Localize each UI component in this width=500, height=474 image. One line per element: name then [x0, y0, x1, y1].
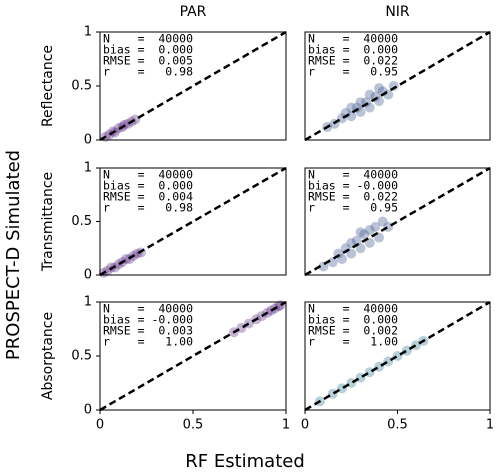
y-tick-label: 0.5 — [71, 349, 92, 364]
y-tick-label: 0 — [84, 403, 92, 418]
stats-line: RMSE = 0.005 — [103, 54, 193, 68]
stats-line: RMSE = 0.004 — [103, 190, 193, 204]
point — [346, 111, 357, 122]
x-tick-label: 0 — [96, 418, 104, 433]
x-axis-label: RF Estimated — [185, 451, 305, 472]
stats-line: N = 40000 — [103, 168, 193, 182]
one-to-one-line — [304, 30, 491, 142]
x-tick-label: 1 — [486, 418, 494, 433]
point — [346, 378, 357, 388]
point — [327, 257, 338, 268]
point — [370, 221, 381, 232]
point — [383, 356, 394, 367]
point — [377, 216, 388, 227]
stats-line: bias = 0.000 — [103, 43, 193, 57]
y-axis-label: PROSPECT-D Simulated — [3, 150, 24, 360]
point — [374, 83, 384, 94]
stats-line: r = 1.00 — [308, 335, 398, 349]
stats-line: bias = 0.000 — [308, 43, 398, 57]
y-tick-label: 1 — [84, 161, 92, 176]
stats-line: bias = -0.000 — [308, 179, 398, 193]
x-tick-label: 0.5 — [183, 418, 204, 433]
row-label: Reflectance — [40, 45, 56, 127]
one-to-one-line — [304, 166, 491, 277]
stats-line: N = 40000 — [308, 32, 398, 46]
stats-line: bias = -0.000 — [103, 313, 193, 327]
panel-frame — [304, 167, 491, 276]
stats-line: RMSE = 0.022 — [308, 190, 398, 204]
point — [351, 235, 362, 246]
column-title: PAR — [180, 4, 207, 20]
point — [392, 351, 403, 361]
row-label: Transmittance — [40, 172, 56, 272]
panel-frame — [304, 31, 491, 141]
y-tick-label: 1 — [84, 25, 92, 40]
point — [374, 361, 384, 372]
point — [355, 227, 366, 238]
x-tick-label: 0 — [301, 418, 309, 433]
stats-line: r = 0.98 — [103, 201, 193, 215]
x-tick-label: 1 — [282, 418, 290, 433]
point — [364, 89, 375, 100]
stats-line: RMSE = 0.002 — [308, 324, 398, 338]
stats-line: N = 40000 — [308, 302, 398, 316]
column-title: NIR — [385, 4, 410, 20]
one-to-one-line — [304, 300, 491, 412]
y-tick-label: 0.5 — [71, 79, 92, 94]
point — [401, 345, 412, 356]
point — [359, 229, 370, 240]
x-tick-label: 0.5 — [387, 418, 408, 433]
stats-line: N = 40000 — [103, 32, 193, 46]
row-label: Absorptance — [40, 312, 56, 400]
stats-line: N = 40000 — [103, 302, 193, 316]
one-to-one-line — [99, 300, 287, 412]
stats-line: r = 1.00 — [103, 335, 193, 349]
stats-line: bias = 0.000 — [308, 313, 398, 327]
point — [337, 383, 347, 394]
point — [364, 367, 375, 378]
one-to-one-line — [99, 30, 287, 142]
point — [355, 372, 366, 383]
stats-line: RMSE = 0.003 — [103, 324, 193, 338]
stats-line: RMSE = 0.022 — [308, 54, 398, 68]
y-tick-label: 0 — [84, 133, 92, 148]
y-tick-label: 0 — [84, 268, 92, 283]
point — [383, 221, 394, 232]
point — [327, 388, 338, 399]
one-to-one-line — [99, 166, 287, 277]
stats-line: r = 0.95 — [308, 201, 398, 215]
stats-line: r = 0.95 — [308, 65, 398, 79]
stats-line: r = 0.98 — [103, 65, 193, 79]
y-tick-label: 0.5 — [71, 214, 92, 229]
stats-line: bias = 0.000 — [103, 179, 193, 193]
stats-line: N = 40000 — [308, 168, 398, 182]
y-tick-label: 1 — [84, 295, 92, 310]
point — [364, 225, 375, 236]
